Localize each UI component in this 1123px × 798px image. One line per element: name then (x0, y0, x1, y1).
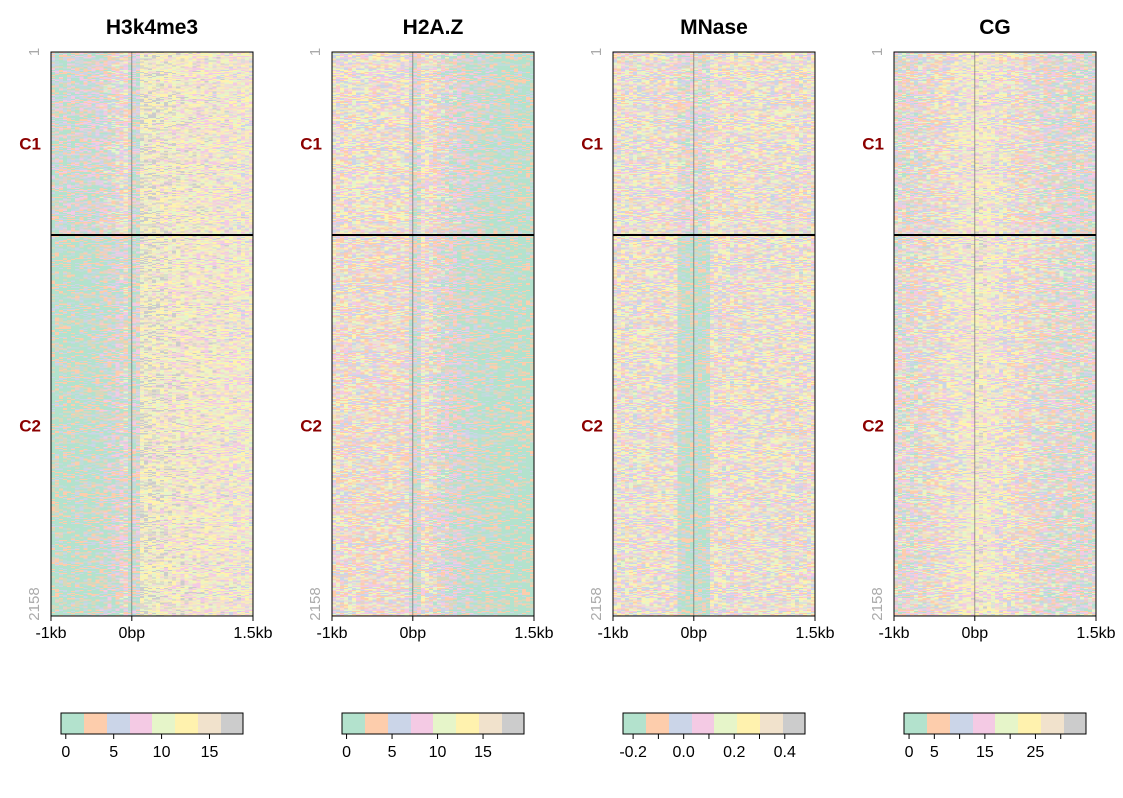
heatmap-body (51, 52, 253, 616)
panel-title: H3k4me3 (106, 16, 198, 39)
